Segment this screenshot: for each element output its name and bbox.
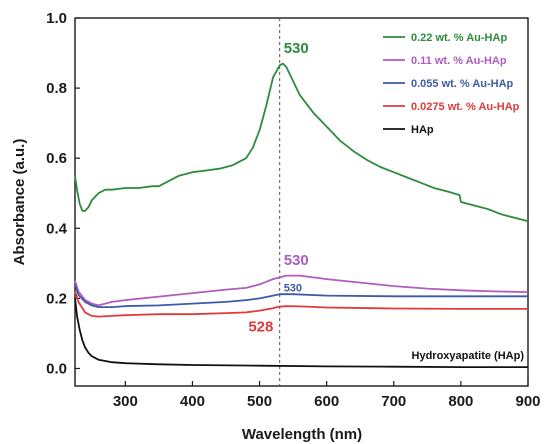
legend-label: 0.22 wt. % Au-HAp xyxy=(411,32,507,44)
y-tick-label: 0.8 xyxy=(46,80,67,97)
y-tick-label: 0.4 xyxy=(46,220,68,237)
x-tick-label: 800 xyxy=(448,393,473,410)
series-line xyxy=(74,298,528,368)
x-tick-label: 400 xyxy=(180,393,205,410)
peak-annotation: 528 xyxy=(248,319,273,336)
y-tick-label: 0.0 xyxy=(46,360,67,377)
x-tick-label: 900 xyxy=(515,393,540,410)
series-line xyxy=(74,291,528,318)
inner-sample-label: Hydroxyapatite (HAp) xyxy=(412,350,525,362)
x-axis-label: Wavelength (nm) xyxy=(242,426,362,443)
series-layer xyxy=(74,62,529,368)
legend-label: HAp xyxy=(411,124,434,136)
x-tick-label: 600 xyxy=(314,393,339,410)
peak-annotations: 530 530 530 528 xyxy=(248,40,308,336)
y-tick-label: 1.0 xyxy=(46,10,67,27)
peak-annotation: 530 xyxy=(284,252,309,269)
plot-area-frame xyxy=(74,17,529,387)
legend-label: 0.055 wt. % Au-HAp xyxy=(411,78,514,90)
y-axis-label: Absorbance (a.u.) xyxy=(11,139,28,266)
y-tick-label: 0.2 xyxy=(46,290,67,307)
x-tick-label: 700 xyxy=(381,393,406,410)
y-tick-label: 0.6 xyxy=(46,150,67,167)
peak-annotation: 530 xyxy=(284,282,302,294)
series-line xyxy=(74,284,528,308)
legend-label: 0.0275 wt. % Au-HAp xyxy=(411,101,520,113)
x-tick-label: 300 xyxy=(113,393,138,410)
legend: 0.22 wt. % Au-HAp 0.11 wt. % Au-HAp 0.055 … xyxy=(383,32,520,136)
legend-label: 0.11 wt. % Au-HAp xyxy=(411,55,507,67)
x-tick-label: 500 xyxy=(247,393,272,410)
series-line xyxy=(74,62,529,223)
peak-annotation: 530 xyxy=(284,40,309,57)
series-line xyxy=(74,274,529,307)
